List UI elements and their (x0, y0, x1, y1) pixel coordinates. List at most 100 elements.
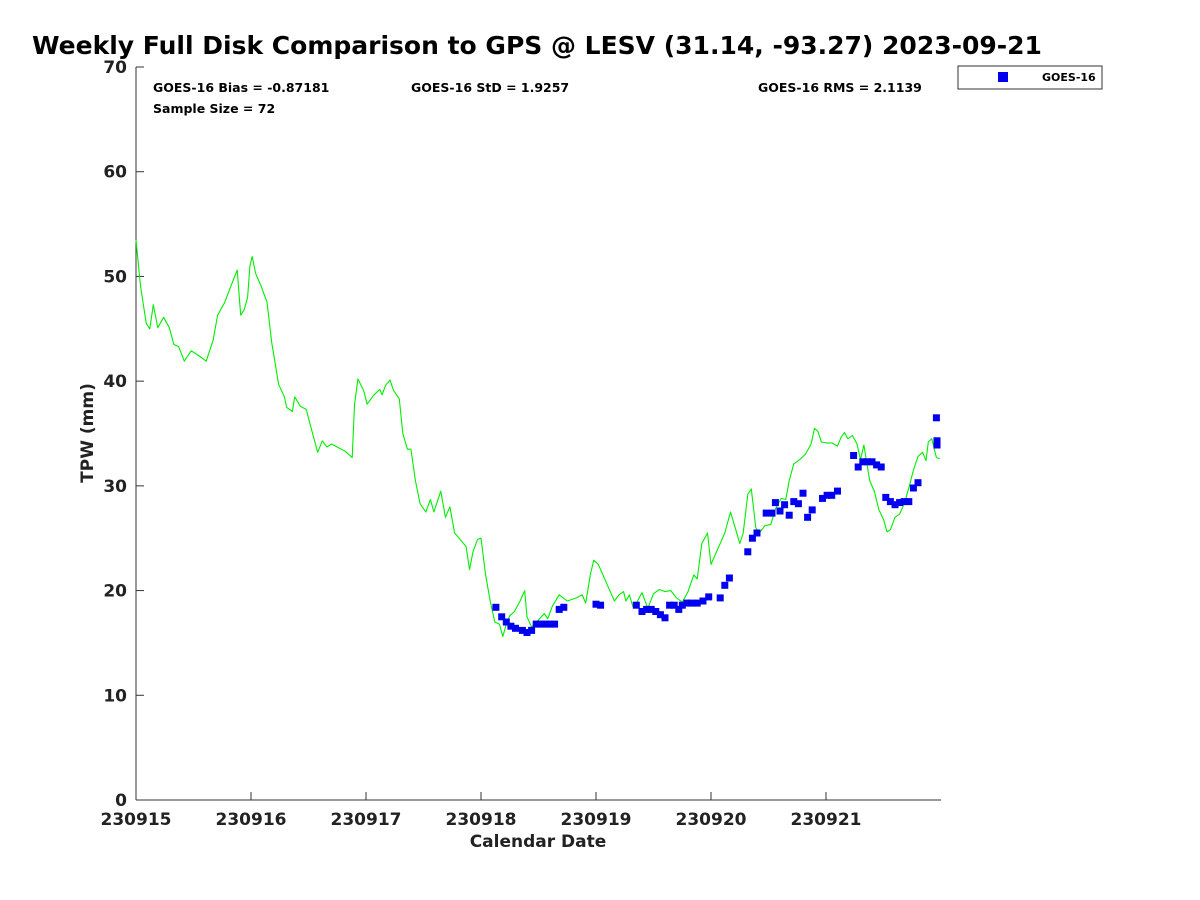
stat-std: GOES-16 StD = 1.9257 (411, 80, 569, 95)
goes-16-point (854, 463, 862, 471)
goes-16-point (804, 513, 812, 521)
goes-16-point (638, 608, 646, 615)
goes-16-point (828, 491, 836, 499)
goes-16-point (518, 626, 526, 634)
goes-16-point (597, 601, 605, 609)
goes-16-point (725, 574, 733, 582)
stat-sample-size: Sample Size = 72 (153, 101, 275, 116)
goes-16-point (492, 603, 500, 611)
goes-16-point (748, 534, 756, 542)
goes-16-point (693, 599, 701, 607)
goes-16-point (688, 599, 695, 607)
goes-16-point (523, 629, 531, 636)
y-tick-label: 50 (103, 267, 127, 287)
goes-16-point (819, 494, 826, 502)
goes-16-point (909, 484, 917, 492)
goes-16-point (781, 501, 789, 509)
goes-16-point (560, 603, 568, 611)
goes-16-point (900, 498, 908, 506)
chart-title: Weekly Full Disk Comparison to GPS @ LES… (32, 31, 1042, 60)
legend-label-goes-16: GOES-16 (1042, 71, 1096, 84)
goes-16-point (678, 601, 686, 609)
y-tick-label: 0 (115, 791, 127, 811)
goes-16-point (932, 414, 940, 422)
goes-16-point (683, 599, 691, 607)
goes-16-point (643, 605, 651, 613)
goes-16-point (661, 614, 669, 622)
goes-16-point (502, 618, 510, 626)
goes-16-point (705, 593, 713, 601)
x-tick-label: 230921 (791, 810, 862, 830)
goes-16-point (859, 458, 867, 466)
goes-16-point (771, 499, 779, 507)
goes-16-point (886, 498, 894, 506)
goes-16-point (555, 605, 563, 613)
x-tick-label: 230916 (216, 810, 287, 830)
goes-16-point (933, 437, 941, 445)
y-axis-label: TPW (mm) (78, 383, 98, 483)
goes-16-point (753, 529, 761, 537)
x-ticks: 230915 230916 230917 230918 230919 230920 2309… (101, 792, 862, 830)
goes-16-point (794, 500, 802, 508)
goes-16-point (823, 491, 831, 499)
goes-16-point (537, 620, 545, 628)
y-tick-label: 70 (103, 58, 127, 78)
legend-box (957, 65, 1103, 90)
x-axis-label: Calendar Date (470, 832, 607, 852)
goes-16-point (528, 626, 536, 634)
goes-16-point (799, 489, 807, 497)
goes-16-point (716, 594, 724, 602)
goes-16-point (670, 601, 678, 609)
goes-16-point (721, 581, 729, 589)
x-tick-label: 230920 (676, 810, 747, 830)
goes-16-point (551, 620, 559, 628)
stat-bias: GOES-16 Bias = -0.87181 (153, 80, 329, 95)
goes-16-point (632, 601, 640, 609)
stat-rms: GOES-16 RMS = 2.1139 (758, 80, 922, 95)
legend: GOES-16 (957, 65, 1103, 90)
goes-16-point (512, 624, 519, 632)
series-goes-16 (492, 414, 941, 636)
goes-16-point (776, 507, 784, 515)
y-tick-label: 30 (103, 477, 127, 497)
plot-area: 0 10 20 30 40 50 60 70 230915 230916 230917 230918… (101, 58, 941, 830)
goes-16-point (905, 498, 913, 506)
goes-16-point (656, 611, 664, 619)
goes-16-point (647, 605, 655, 613)
y-tick-label: 10 (103, 686, 127, 706)
goes-16-point (507, 622, 515, 630)
y-tick-label: 20 (103, 582, 127, 602)
x-tick-label: 230918 (446, 810, 517, 830)
x-tick-label: 230915 (101, 810, 172, 830)
stats-annotations: GOES-16 Bias = -0.87181 GOES-16 StD = 1.… (153, 80, 922, 116)
goes-16-point (785, 511, 793, 519)
goes-16-point (541, 620, 549, 628)
x-tick-label: 230919 (561, 810, 632, 830)
goes-16-point (762, 509, 770, 517)
goes-16-point (877, 463, 885, 471)
goes-16-point (592, 600, 600, 608)
legend-marker-goes-16 (998, 72, 1008, 82)
goes-16-point (882, 493, 890, 501)
goes-16-point (873, 461, 881, 469)
goes-16-point (498, 613, 506, 621)
goes-16-point (834, 487, 841, 495)
goes-16-point (666, 601, 674, 609)
goes-16-point (699, 597, 707, 605)
goes-16-point (914, 479, 922, 487)
goes-16-point (768, 509, 776, 517)
goes-16-point (532, 620, 540, 628)
goes-16-point (652, 608, 660, 615)
goes-16-point (891, 501, 899, 509)
x-tick-label: 230917 (331, 810, 402, 830)
goes-16-point (790, 498, 798, 506)
goes-16-point (863, 458, 871, 466)
goes-16-point (808, 506, 816, 514)
goes-16-point (744, 548, 752, 556)
goes-16-point (896, 499, 904, 507)
y-ticks: 0 10 20 30 40 50 60 70 (103, 58, 144, 811)
goes-16-point (933, 441, 941, 449)
y-tick-label: 40 (103, 372, 127, 392)
goes-16-point (546, 620, 554, 628)
goes-16-point (675, 605, 683, 613)
